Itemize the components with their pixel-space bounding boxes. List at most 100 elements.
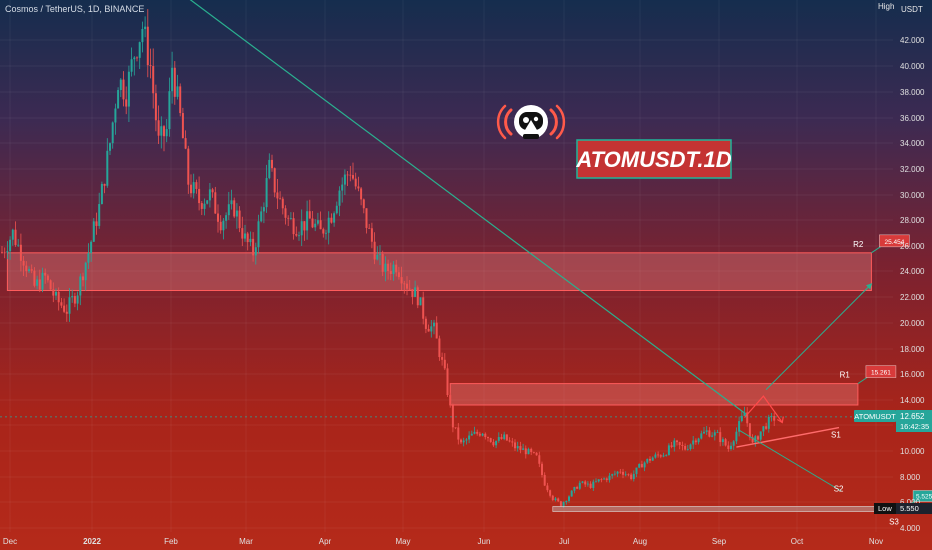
x-tick-label: Oct — [791, 537, 804, 546]
candle-body — [38, 279, 41, 290]
candles — [1, 9, 776, 508]
y-tick-label: 16.000 — [900, 370, 925, 379]
candle-body — [225, 215, 228, 221]
candle-body — [500, 437, 503, 439]
candle-body — [181, 113, 184, 139]
candle-body — [338, 190, 341, 206]
candle-body — [46, 275, 49, 281]
low-marker: Low 5.550 — [874, 503, 932, 514]
candle-body — [638, 464, 641, 468]
candle-body — [203, 203, 206, 209]
candle-body — [198, 188, 201, 204]
candle-body — [730, 445, 732, 449]
candle-body — [565, 501, 568, 503]
descending-trendline[interactable] — [145, 0, 748, 416]
candle-body — [441, 357, 444, 360]
candle-body — [214, 192, 217, 214]
pullback-arrow — [744, 395, 783, 423]
zone-r2[interactable] — [6, 252, 872, 291]
candle-body — [298, 235, 300, 237]
candle-body — [117, 90, 120, 109]
candle-body — [28, 269, 30, 272]
price-axis[interactable]: 42.000 40.000 38.000 36.000 34.000 32.000 30.0… — [900, 36, 925, 533]
candle-body — [686, 449, 689, 450]
candle-body — [527, 448, 530, 455]
candle-body — [470, 433, 473, 436]
candle-body — [387, 263, 390, 271]
x-tick-label: Mar — [239, 537, 253, 546]
support-s3[interactable] — [552, 506, 902, 512]
candle-body — [595, 481, 597, 483]
candle-body — [316, 220, 319, 224]
candle-body — [451, 405, 454, 428]
candle-body — [619, 471, 622, 473]
candle-body — [627, 474, 630, 476]
y-tick-label: 34.000 — [900, 139, 925, 148]
symbol-description: Cosmos / TetherUS, 1D, BINANCE — [5, 4, 144, 14]
last-price-symbol: ATOMUSDT — [854, 412, 896, 421]
candle-body — [103, 183, 106, 186]
zone-r1[interactable] — [449, 383, 859, 406]
candle-body — [581, 481, 584, 483]
candle-body — [630, 474, 633, 479]
candle-body — [187, 148, 190, 185]
candle-body — [740, 415, 743, 422]
support-s2[interactable] — [738, 429, 842, 492]
candle-body — [640, 464, 643, 468]
candle-body — [146, 26, 149, 66]
time-axis[interactable]: Dec 2022 Feb Mar Apr May Jun Jul Aug Sep Oct Nov — [3, 537, 883, 546]
last-price-tag: ATOMUSDT 12.652 16:42:35 — [854, 410, 932, 432]
candle-body — [605, 478, 608, 481]
candle-body — [703, 431, 705, 434]
candle-body — [11, 229, 14, 240]
candle-body — [3, 252, 6, 254]
candle-body — [662, 455, 665, 457]
title-badge — [576, 139, 732, 179]
x-tick-label: 2022 — [83, 537, 101, 546]
candle-body — [368, 227, 371, 229]
candle-body — [154, 93, 157, 121]
support-name-s2: S2 — [834, 484, 844, 493]
y-tick-label: 32.000 — [900, 165, 925, 174]
candle-body — [184, 138, 187, 149]
candle-body — [119, 79, 122, 91]
candle-body — [98, 204, 101, 226]
candle-body — [200, 203, 203, 209]
candle-body — [635, 467, 638, 474]
candle-body — [403, 283, 406, 285]
candle-body — [365, 208, 368, 228]
candle-body — [657, 454, 660, 456]
candle-body — [541, 463, 543, 476]
candle-body — [362, 199, 365, 209]
candle-body — [276, 192, 279, 199]
candle-body — [411, 289, 414, 297]
candle-body — [171, 67, 174, 92]
y-tick-label: 26.000 — [900, 242, 925, 251]
candle-body — [697, 438, 700, 443]
candle-body — [673, 440, 676, 447]
zone-name-r2: R2 — [853, 240, 864, 249]
candle-body — [179, 86, 182, 114]
candle-body — [41, 272, 44, 290]
candle-body — [546, 485, 549, 491]
candle-body — [484, 433, 487, 438]
support-s1[interactable] — [736, 426, 840, 448]
candle-body — [308, 211, 311, 219]
candle-body — [611, 474, 614, 476]
candle-body — [295, 234, 298, 236]
candle-body — [578, 482, 581, 489]
projection-arrows — [744, 283, 873, 424]
zone-price-label — [865, 365, 897, 378]
high-marker: High — [878, 2, 894, 11]
candle-body — [767, 416, 770, 429]
candle-body — [138, 42, 141, 58]
candle-body — [692, 440, 695, 445]
candle-body — [681, 445, 684, 446]
candle-body — [300, 221, 303, 236]
x-tick-label: Feb — [164, 537, 178, 546]
candle-body — [514, 442, 516, 449]
candle-body — [694, 440, 697, 443]
candle-body — [724, 439, 727, 446]
candle-body — [770, 415, 773, 417]
